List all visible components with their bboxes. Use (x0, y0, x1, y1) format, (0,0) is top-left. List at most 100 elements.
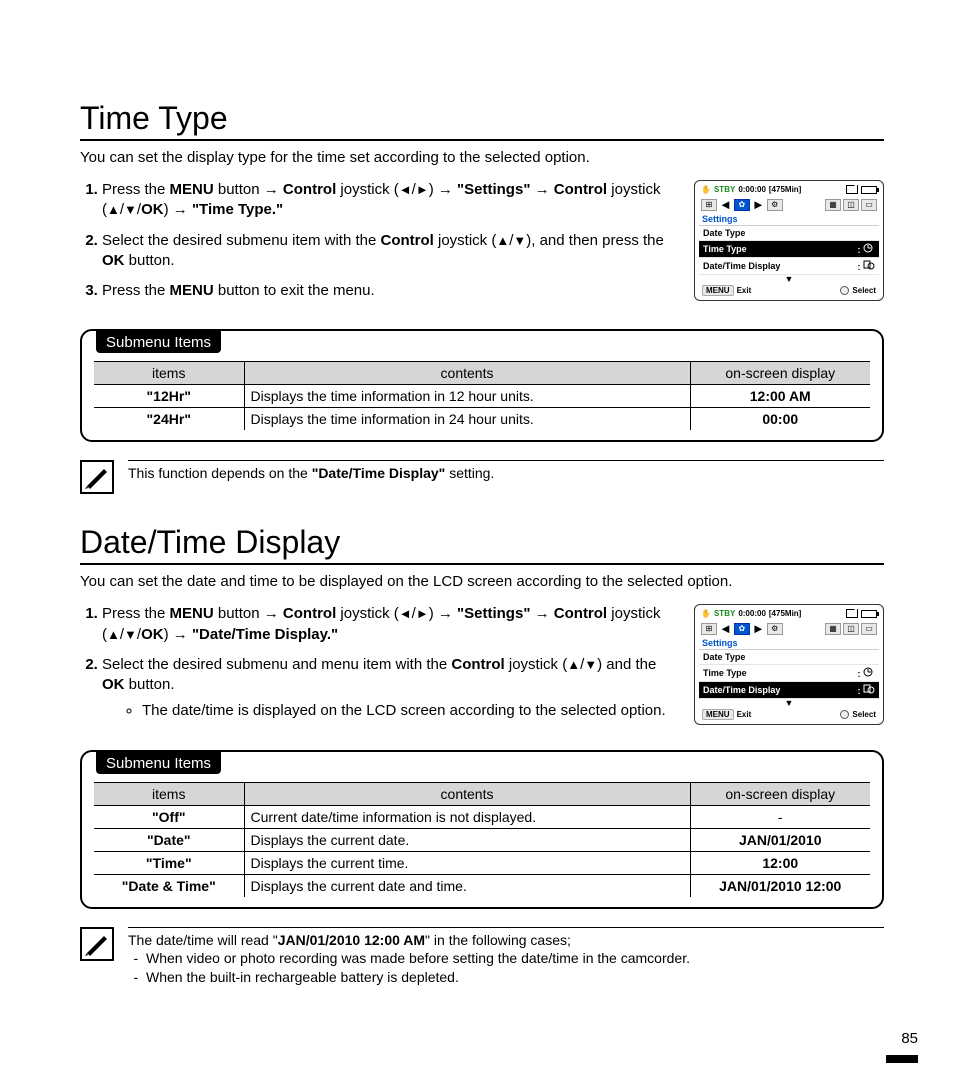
lcd-tab: ▭ (861, 199, 877, 211)
stby-label: STBY (714, 609, 735, 618)
exit-label: Exit (737, 710, 752, 719)
note-2: The date/time will read "JAN/01/2010 12:… (80, 927, 884, 988)
lcd-menu: Date Type Time Type: Date/Time Display: … (699, 649, 879, 707)
lcd-preview-1: ✋ STBY 0:00:00 [475Min] ⊞ ◄ ✿ ► ⚙ ▦ ◫ (694, 180, 884, 301)
th-contents: contents (244, 362, 690, 385)
lcd-item-datetime-display-selected: Date/Time Display: (699, 682, 879, 699)
submenu-box-2: Submenu Items items contents on-screen d… (80, 750, 884, 909)
th-contents: contents (244, 782, 690, 805)
note-icon (80, 927, 114, 961)
submenu-table-2: items contents on-screen display "Off" C… (94, 782, 870, 897)
lcd-tab-active: ✿ (734, 199, 750, 211)
cell-contents: Displays the time information in 24 hour… (244, 408, 690, 431)
chevron-down-icon: ▼ (699, 699, 879, 707)
lcd-footer: MENUExit Select (699, 707, 879, 720)
rec-time: 0:00:00 (738, 609, 766, 618)
steps-row-2: Press the MENU button → Control joystick… (80, 604, 884, 731)
lcd-tab: ⊞ (701, 623, 717, 635)
step-2-2: Select the desired submenu and menu item… (102, 655, 682, 722)
page-number-bar (886, 1055, 918, 1063)
step-1-3: Press the MENU button to exit the menu. (102, 281, 682, 301)
intro-time-type: You can set the display type for the tim… (80, 149, 884, 166)
step-2-1: Press the MENU button → Control joystick… (102, 604, 682, 645)
remain-time: [475Min] (769, 185, 801, 194)
cell-items: "Date" (94, 828, 244, 851)
lcd-category-label: Settings (699, 213, 879, 224)
th-osd: on-screen display (690, 782, 870, 805)
manual-page: Time Type You can set the display type f… (0, 0, 954, 1091)
steps-list-2: Press the MENU button → Control joystick… (80, 604, 682, 731)
section-title-time-type: Time Type (80, 100, 884, 141)
cell-osd: JAN/01/2010 (690, 828, 870, 851)
remain-time: [475Min] (769, 609, 801, 618)
table-row: "Off" Current date/time information is n… (94, 805, 870, 828)
cell-contents: Displays the current date. (244, 828, 690, 851)
lcd-tab: ▦ (825, 199, 841, 211)
cell-osd: - (690, 805, 870, 828)
section-title-datetime: Date/Time Display (80, 524, 884, 565)
chevron-right-icon: ► (752, 621, 765, 636)
battery-icon (861, 610, 877, 618)
steps-row-1: Press the MENU button → Control joystick… (80, 180, 884, 311)
cell-items: "Off" (94, 805, 244, 828)
submenu-tab-label: Submenu Items (96, 331, 221, 353)
chevron-down-icon: ▼ (699, 275, 879, 283)
steps-list-1: Press the MENU button → Control joystick… (80, 180, 682, 311)
rec-time: 0:00:00 (738, 185, 766, 194)
ok-circle-icon (840, 286, 849, 295)
table-row: "Date" Displays the current date. JAN/01… (94, 828, 870, 851)
submenu-box-1: Submenu Items items contents on-screen d… (80, 329, 884, 442)
lcd-tab: ◫ (843, 623, 859, 635)
lcd-footer: MENUExit Select (699, 283, 879, 296)
step-1-1: Press the MENU button → Control joystick… (102, 180, 682, 221)
note-dash-1: When video or photo recording was made b… (146, 949, 884, 968)
cell-items: "12Hr" (94, 385, 244, 408)
note-1: This function depends on the "Date/Time … (80, 460, 884, 494)
select-label: Select (852, 286, 876, 295)
cell-osd: 12:00 (690, 851, 870, 874)
lcd-tab: ⚙ (767, 623, 783, 635)
lcd-item-date-type: Date Type (699, 650, 879, 665)
th-osd: on-screen display (690, 362, 870, 385)
cell-contents: Displays the current date and time. (244, 874, 690, 897)
lcd-tab-active: ✿ (734, 623, 750, 635)
cell-items: "Date & Time" (94, 874, 244, 897)
lcd-item-time-type: Time Type: (699, 665, 879, 682)
lcd-tabs: ⊞ ◄ ✿ ► ⚙ ▦ ◫ ▭ (699, 196, 879, 213)
table-row: "24Hr" Displays the time information in … (94, 408, 870, 431)
cell-osd: 00:00 (690, 408, 870, 431)
cell-items: "Time" (94, 851, 244, 874)
lcd-tab: ▦ (825, 623, 841, 635)
menu-badge: MENU (702, 709, 734, 720)
lcd-tab: ▭ (861, 623, 877, 635)
select-label: Select (852, 710, 876, 719)
th-items: items (94, 362, 244, 385)
chevron-right-icon: ► (752, 197, 765, 212)
note-icon (80, 460, 114, 494)
exit-label: Exit (737, 286, 752, 295)
cell-items: "24Hr" (94, 408, 244, 431)
page-number: 85 (901, 1030, 918, 1047)
table-row: "12Hr" Displays the time information in … (94, 385, 870, 408)
hand-icon: ✋ (701, 185, 711, 194)
lcd-item-datetime-display: Date/Time Display: (699, 258, 879, 275)
table-row: "Time" Displays the current time. 12:00 (94, 851, 870, 874)
stby-label: STBY (714, 185, 735, 194)
cell-contents: Current date/time information is not dis… (244, 805, 690, 828)
lcd-tab: ◫ (843, 199, 859, 211)
lcd-item-date-type: Date Type (699, 226, 879, 241)
lcd-category-label: Settings (699, 637, 879, 648)
menu-badge: MENU (702, 285, 734, 296)
lcd-tabs: ⊞ ◄ ✿ ► ⚙ ▦ ◫ ▭ (699, 620, 879, 637)
chevron-left-icon: ◄ (719, 621, 732, 636)
lcd-menu: Date Type Time Type: Date/Time Display: … (699, 225, 879, 283)
lcd-tab: ⚙ (767, 199, 783, 211)
cell-contents: Displays the current time. (244, 851, 690, 874)
step-1-2: Select the desired submenu item with the… (102, 231, 682, 272)
lcd-tab: ⊞ (701, 199, 717, 211)
submenu-tab-label: Submenu Items (96, 752, 221, 774)
lcd-item-time-type-selected: Time Type: (699, 241, 879, 258)
cell-osd: JAN/01/2010 12:00 (690, 874, 870, 897)
submenu-table-1: items contents on-screen display "12Hr" … (94, 361, 870, 430)
note-text: The date/time will read "JAN/01/2010 12:… (128, 927, 884, 988)
